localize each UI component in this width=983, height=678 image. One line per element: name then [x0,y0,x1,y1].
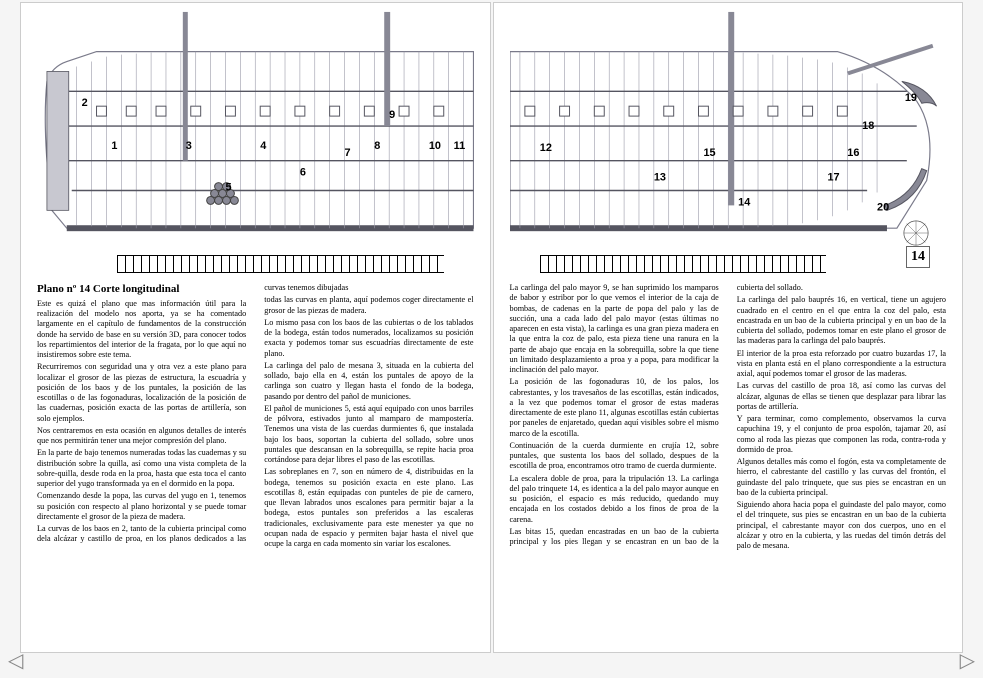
body-text: Lo mismo pasa con los baos de las cubier… [264,318,473,359]
svg-text:2: 2 [82,97,88,109]
body-text: El interior de la proa esta reforzado po… [737,349,946,380]
svg-text:7: 7 [345,147,351,159]
right-page: 12 13 14 15 16 17 18 19 20 14 La carlinga del pa… [493,2,964,653]
body-text: Comenzando desde la popa, las curvas del… [37,491,246,522]
body-text: La carlinga del palo de mesana 3, situad… [264,361,473,402]
svg-text:11: 11 [454,140,466,152]
plan-title: Plano nº 14 Corte longitudinal [37,283,246,297]
ship-drawing-left: 2 1 3 4 5 6 7 8 9 10 11 [37,11,474,271]
body-text: Este es quizá el plano que mas informaci… [37,299,246,361]
svg-text:12: 12 [539,142,551,154]
body-text: Continuación de la cuerda durmiente en c… [510,441,719,472]
svg-text:14: 14 [738,196,750,208]
svg-text:3: 3 [186,140,192,152]
body-text: El pañol de municiones 5, está aquí equi… [264,404,473,466]
svg-text:13: 13 [653,172,665,184]
left-page: 2 1 3 4 5 6 7 8 9 10 11 Plano nº 14 Corte longitud… [20,2,491,653]
compass-rose-icon [902,219,930,247]
body-text: Y para terminar, como complemento, obser… [737,414,946,455]
ship-drawing-right: 12 13 14 15 16 17 18 19 20 14 [510,11,947,271]
body-text: Recurriremos con seguridad una y otra ve… [37,362,246,424]
body-text: La carlinga del palo mayor 9, se han sup… [510,283,719,375]
body-text: La escalera doble de proa, para la tripu… [510,474,719,525]
body-text: La carlinga del palo bauprés 16, en vert… [737,295,946,346]
svg-text:9: 9 [389,109,395,121]
text-columns-right: La carlinga del palo mayor 9, se han sup… [510,283,947,640]
page-number: 14 [906,246,930,268]
next-page-arrow[interactable]: ▷ [960,648,975,673]
svg-text:8: 8 [374,140,380,152]
body-text: Las curvas del castillo de proa 18, así … [737,381,946,412]
svg-text:15: 15 [703,147,715,159]
prev-page-arrow[interactable]: ◁ [8,648,23,673]
body-text: En la parte de bajo tenemos numeradas to… [37,448,246,489]
body-text: todas las curvas en planta, aquí podemos… [264,295,473,316]
svg-text:10: 10 [429,140,441,152]
svg-text:19: 19 [904,92,916,104]
svg-text:17: 17 [827,172,839,184]
body-text: Nos centraremos en esta ocasión en algun… [37,426,246,447]
body-text: La posición de las fogonaduras 10, de lo… [510,377,719,439]
page-spread: 2134567891011 Plano nº 14 Corte longitud… [0,0,983,678]
svg-text:18: 18 [862,120,874,132]
svg-text:1: 1 [111,140,117,152]
svg-text:5: 5 [225,182,231,194]
body-text: Siguiendo ahora hacia popa el guindaste … [737,500,946,551]
scale-ruler-right [540,255,827,273]
svg-text:4: 4 [260,140,266,152]
ship-stern-section: 2 1 3 4 5 6 7 8 9 10 11 [37,11,474,246]
text-columns-left: Plano nº 14 Corte longitudinal Este es q… [37,283,474,640]
body-text: Las sobreplanes en 7, son en número de 4… [264,467,473,549]
scale-ruler-left [117,255,444,273]
svg-text:20: 20 [877,201,889,213]
svg-text:16: 16 [847,147,859,159]
ship-bow-section: 12 13 14 15 16 17 18 19 20 [510,11,947,246]
body-text: Algunos detalles más como el fogón, esta… [737,457,946,498]
svg-text:6: 6 [300,167,306,179]
